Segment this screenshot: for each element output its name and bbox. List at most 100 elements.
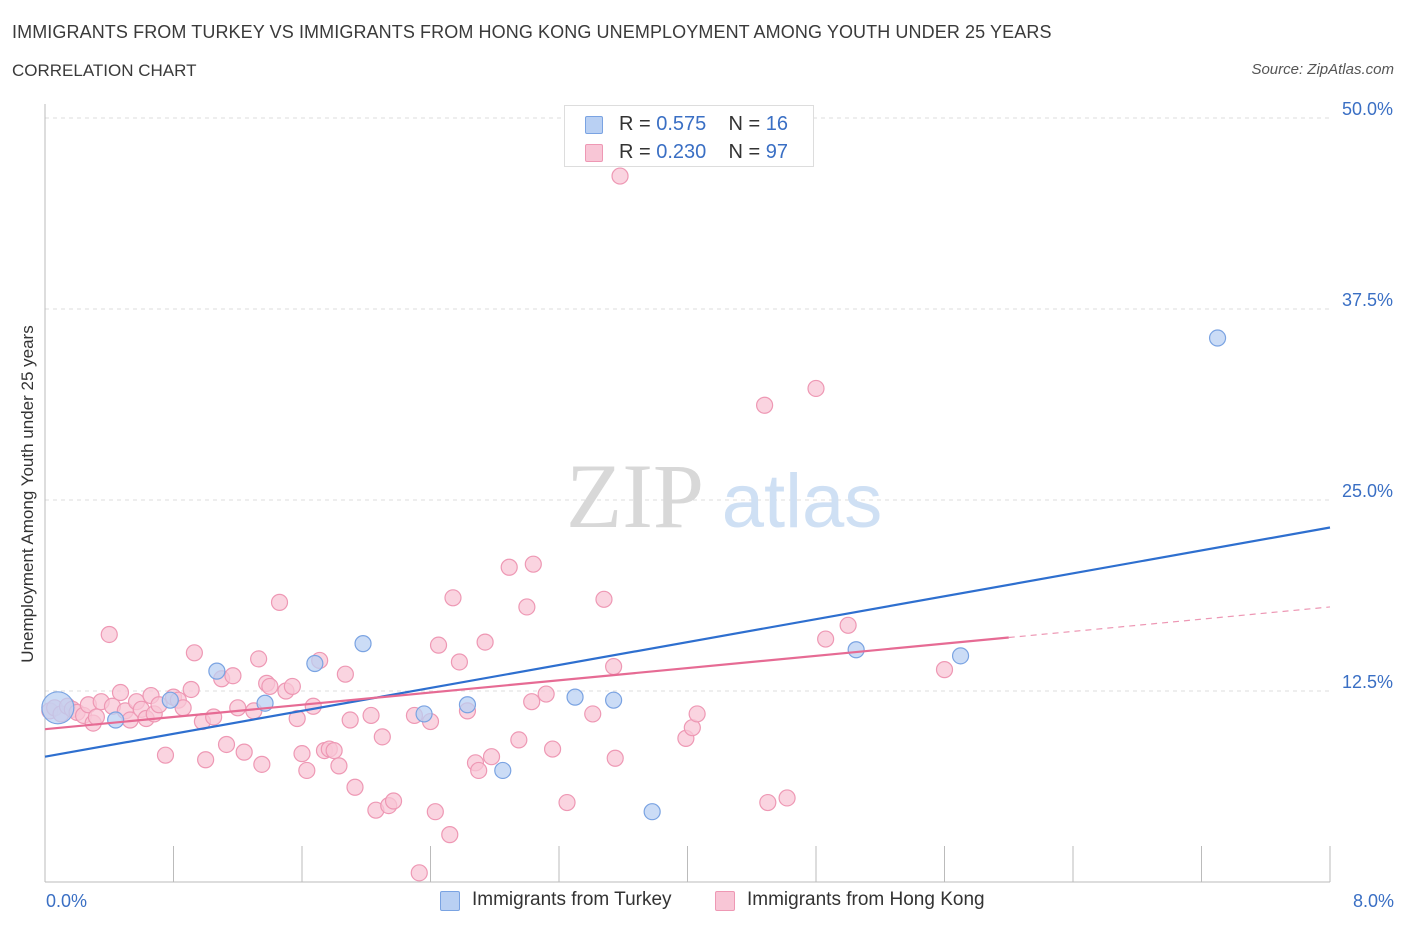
axis-layer (44, 104, 1331, 883)
legend-text-hongkong: R = 0.230 N = 97 (619, 141, 788, 164)
hongkong-point-45 (293, 745, 311, 763)
hongkong-point-76 (518, 598, 536, 616)
hongkong-point-53 (336, 665, 354, 683)
hongkong-point-43 (283, 677, 301, 696)
turkey-n-value: 16 (765, 113, 789, 135)
turkey-trend-line (44, 526, 1331, 758)
y-axis-label: Unemployment Among Youth under 25 years (18, 325, 37, 663)
watermark-zip: ZIP (566, 445, 704, 547)
hongkong-point-38 (253, 755, 271, 773)
hongkong-point-56 (362, 706, 380, 725)
turkey-point-13 (847, 641, 865, 659)
legend-text-turkey: R = 0.575 N = 16 (619, 113, 788, 136)
hongkong-point-83 (595, 590, 613, 608)
turkey-point-15 (1208, 329, 1227, 347)
hongkong-point-60 (384, 792, 403, 810)
y-tick-label-3: 50.0% (1341, 99, 1393, 119)
grid-layer (45, 117, 1330, 692)
y-tick-label-2: 37.5% (1341, 290, 1393, 310)
watermark: ZIP atlas (566, 445, 882, 547)
correlation-legend: R = 0.575 N = 16 R = 0.230 N = 97 (564, 105, 814, 167)
turkey-swatch (585, 116, 603, 134)
n-label: N = (728, 113, 761, 135)
hongkong-point-64 (426, 803, 444, 821)
hongkong-point-44 (288, 709, 306, 728)
trend-layer (44, 526, 1331, 758)
hongkong-point-66 (441, 826, 459, 844)
turkey-point-9 (494, 761, 512, 780)
hongkong-point-92 (807, 379, 825, 398)
turkey-point-10 (566, 688, 584, 706)
hongkong-point-52 (330, 757, 348, 775)
chart-subtitle: CORRELATION CHART (12, 61, 197, 80)
turkey-point-7 (415, 705, 433, 723)
hongkong-point-40 (261, 677, 279, 696)
hongkong-point-68 (450, 653, 469, 671)
turkey-point-1 (107, 711, 125, 729)
y-tick-label-0: 12.5% (1341, 672, 1393, 692)
hongkong-point-79 (537, 685, 555, 703)
hongkong-point-34 (229, 699, 247, 717)
hongkong-point-75 (510, 731, 528, 749)
hongkong-point-33 (224, 667, 242, 685)
hongkong-point-62 (410, 864, 428, 882)
series-legend: Immigrants from Turkey Immigrants from H… (0, 888, 1406, 916)
hongkong-point-91 (778, 789, 796, 807)
hongkong-point-32 (217, 735, 236, 754)
hongkong-point-88 (688, 705, 706, 723)
hongkong-point-78 (524, 555, 542, 573)
hongkong-point-72 (476, 633, 494, 651)
hongkong-point-26 (182, 680, 200, 699)
turkey-point-8 (458, 696, 477, 714)
hongkong-swatch (585, 144, 603, 162)
hongkong-point-35 (235, 743, 253, 761)
hongkong-point-65 (429, 636, 448, 654)
hongkong-trend-extension (1008, 606, 1331, 639)
turkey-point-3 (208, 662, 226, 680)
turkey-points (41, 329, 1227, 821)
n-label: N = (728, 141, 761, 163)
turkey-point-6 (354, 635, 372, 653)
turkey-point-12 (643, 803, 661, 821)
y-tick-label-1: 25.0% (1341, 481, 1393, 501)
x-tick-label-min: 0.0% (46, 891, 88, 911)
hongkong-point-29 (197, 751, 215, 769)
hongkong-r-value: 0.230 (656, 141, 707, 163)
hongkong-point-77 (523, 693, 541, 711)
hongkong-point-90 (759, 793, 777, 812)
hongkong-point-13 (111, 683, 130, 702)
x-tick-label-max: 8.0% (1352, 891, 1394, 911)
hongkong-point-27 (185, 644, 203, 662)
hongkong-point-85 (606, 749, 624, 767)
hongkong-point-9 (87, 708, 106, 726)
r-label: R = (619, 141, 651, 163)
hongkong-point-93 (817, 630, 835, 648)
hongkong-point-41 (270, 593, 289, 611)
turkey-legend-swatch (440, 891, 460, 911)
hongkong-point-71 (470, 761, 488, 780)
hongkong-point-89 (755, 396, 774, 414)
hongkong-point-73 (482, 748, 501, 766)
hongkong-point-55 (346, 778, 364, 796)
hongkong-point-58 (373, 728, 391, 746)
hongkong-n-value: 97 (765, 141, 789, 163)
hongkong-point-67 (444, 589, 462, 607)
turkey-legend-label: Immigrants from Turkey (472, 889, 672, 910)
turkey-point-2 (161, 691, 179, 709)
hongkong-point-51 (325, 741, 343, 760)
hongkong-trend-line (44, 636, 1009, 731)
hongkong-point-54 (341, 711, 359, 729)
source-label: Source: ZipAtlas.com (1251, 61, 1394, 78)
hongkong-point-96 (611, 167, 629, 185)
r-label: R = (619, 113, 651, 135)
hongkong-point-74 (500, 558, 518, 576)
turkey-r-value: 0.575 (656, 113, 707, 135)
hongkong-legend-swatch (715, 891, 735, 911)
hongkong-point-47 (304, 697, 322, 715)
hongkong-point-80 (543, 740, 562, 758)
hongkong-point-11 (100, 625, 118, 644)
hongkong-point-37 (250, 650, 268, 668)
chart-title: IMMIGRANTS FROM TURKEY VS IMMIGRANTS FRO… (12, 22, 1052, 42)
turkey-point-14 (951, 647, 970, 665)
